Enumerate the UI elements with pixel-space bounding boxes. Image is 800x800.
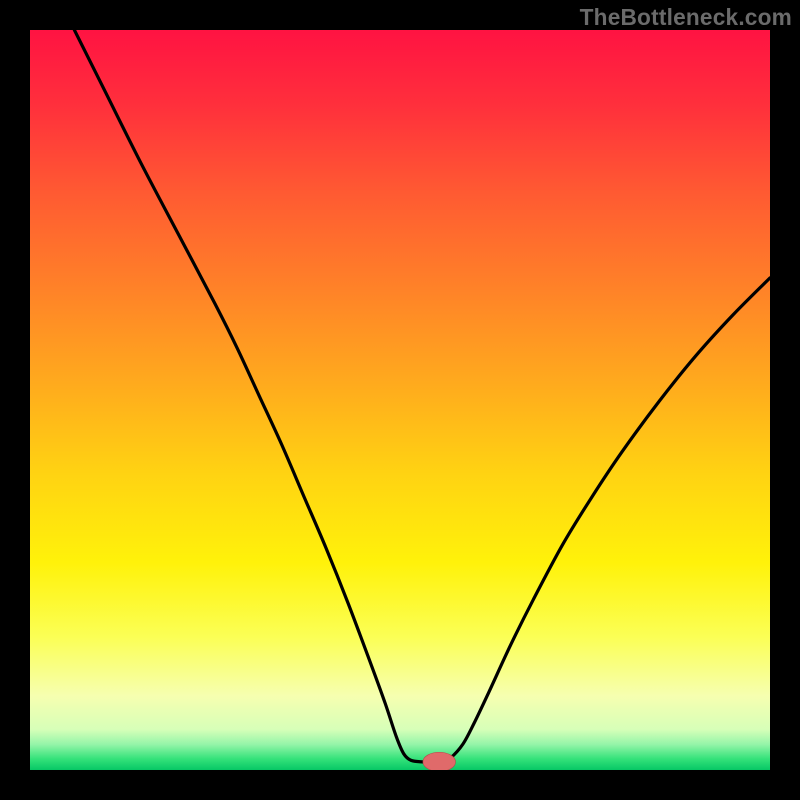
chart-container: TheBottleneck.com — [0, 0, 800, 800]
bottleneck-chart — [30, 30, 770, 770]
watermark-text: TheBottleneck.com — [580, 4, 792, 31]
plot-area — [30, 30, 770, 770]
minimum-marker — [423, 752, 456, 770]
